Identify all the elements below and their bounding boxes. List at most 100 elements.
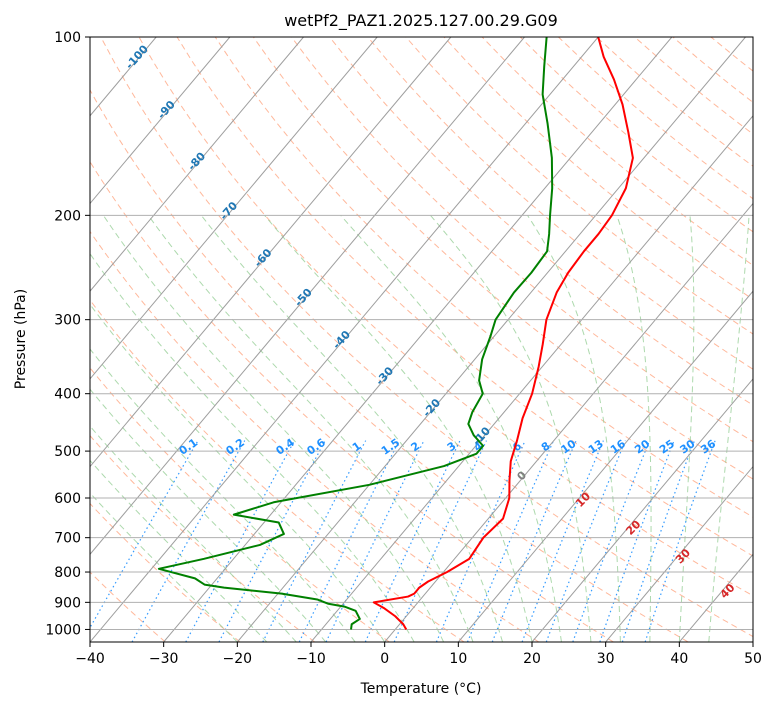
- dry-adiabat-line: [367, 37, 753, 370]
- x-tick-label: −10: [296, 651, 326, 667]
- isotherm-line: [90, 37, 304, 292]
- x-tick-label: −30: [149, 651, 179, 667]
- mixing-ratio-label: 13: [586, 437, 606, 456]
- x-tick-label: −40: [75, 651, 105, 667]
- isotherm-line: [384, 202, 753, 642]
- mixing-ratio-line: [325, 440, 425, 642]
- moist-adiabat-labels: 10 20 30 40: [573, 490, 738, 602]
- mixing-ratio-label: 0.4: [274, 436, 298, 458]
- y-tick-label: 600: [54, 491, 81, 507]
- mixing-ratio-line: [298, 440, 400, 642]
- isotherm-line: [90, 37, 452, 468]
- temperature-line: [372, 37, 634, 630]
- x-axis: −40 −30 −20 −10 0 10 20 30 40 50: [75, 642, 762, 667]
- dry-adiabat-line: [519, 37, 753, 233]
- dry-adiabat-line: [90, 160, 614, 642]
- isotherm-line: [90, 37, 378, 380]
- mixing-ratio-line: [572, 440, 651, 642]
- mixing-ratio-label: 0.2: [224, 436, 247, 458]
- mixing-ratio-line: [185, 440, 296, 642]
- moist-adiabat-line: [90, 303, 386, 642]
- isotherm-line: [310, 115, 753, 642]
- mixing-ratio-line: [90, 440, 199, 629]
- x-tick-label: −20: [223, 651, 253, 667]
- dry-adiabat-line: [214, 37, 753, 518]
- dewpoint-line: [157, 37, 554, 630]
- mixing-ratio-line: [131, 440, 246, 642]
- dry-adiabat-line: [634, 37, 753, 135]
- isotherm-line: [531, 378, 753, 642]
- mixing-ratio-label: 25: [657, 437, 677, 456]
- mixing-ratio-label: 1.5: [379, 436, 402, 458]
- mixing-ratio-line: [364, 440, 461, 642]
- isotherm-line: [90, 37, 231, 205]
- y-tick-label: 400: [54, 387, 81, 403]
- dry-adiabat-line: [481, 37, 753, 266]
- mixing-ratio-line: [491, 440, 577, 642]
- isotherm-line: [605, 465, 753, 642]
- moist-adiabat-line: [90, 492, 238, 642]
- moist-adiabat-line: [102, 215, 445, 642]
- dry-adiabat-line: [443, 37, 753, 300]
- dry-adiabat-line: [90, 299, 465, 642]
- dry-adiabat-line: [138, 37, 753, 597]
- dry-adiabat-line: [252, 37, 753, 480]
- isotherm-line: [752, 641, 753, 642]
- mixing-ratio-line: [218, 440, 326, 642]
- x-tick-label: 20: [523, 651, 541, 667]
- dry-adiabat-line: [90, 502, 241, 642]
- moist-adiabat-line: [90, 459, 268, 642]
- mixing-ratio-line: [262, 440, 367, 642]
- dry-adiabat-line: [90, 89, 689, 642]
- mixing-ratio-line: [644, 440, 716, 642]
- moist-adiabat-line: [708, 215, 750, 642]
- moist-adiabat-label: 30: [673, 546, 693, 566]
- y-tick-label: 1000: [45, 622, 81, 638]
- moist-adiabat-label: 40: [718, 581, 738, 601]
- mixing-ratio-line: [393, 440, 488, 642]
- isotherm-line: [163, 37, 673, 642]
- dry-adiabat-label: -40: [330, 328, 353, 352]
- dry-adiabat-label: -90: [155, 98, 178, 122]
- x-axis-label: Temperature (°C): [360, 681, 482, 697]
- y-tick-label: 800: [54, 565, 81, 581]
- y-axis-label: Pressure (hPa): [13, 289, 29, 389]
- mixing-ratio-label: 3: [445, 439, 459, 454]
- dry-adiabat-label: -100: [123, 42, 151, 71]
- plot-frame: [89, 36, 754, 643]
- dry-adiabat-label: -50: [292, 286, 315, 310]
- moist-adiabat-line: [200, 215, 504, 642]
- x-tick-label: 50: [744, 651, 762, 667]
- dry-adiabat-label: 0: [515, 469, 530, 484]
- isotherm-line: [236, 37, 746, 642]
- grid: [90, 37, 753, 642]
- mixing-ratio-label: 16: [608, 437, 628, 457]
- dry-adiabat-line: [329, 37, 753, 406]
- moist-adiabat-line: [616, 215, 652, 642]
- moist-adiabat-line: [340, 215, 562, 642]
- dry-adiabat-line: [291, 37, 753, 443]
- mixing-ratio-line: [599, 440, 675, 642]
- dry-adiabat-label: -80: [185, 149, 208, 173]
- moist-adiabat-line: [90, 348, 356, 642]
- dry-adiabat-line: [90, 434, 316, 642]
- dry-adiabat-line: [405, 37, 753, 335]
- moist-adiabat-line: [90, 252, 415, 642]
- mixing-ratio-label: 10: [558, 437, 578, 457]
- moist-adiabat-label: 10: [573, 490, 593, 510]
- x-tick-label: 30: [597, 651, 615, 667]
- y-tick-label: 100: [54, 30, 81, 46]
- mixing-ratio-line: [521, 440, 604, 642]
- moist-adiabat-label: 20: [623, 517, 643, 537]
- moist-adiabat-line: [147, 215, 474, 642]
- dry-adiabat-label: -60: [252, 246, 275, 270]
- dry-adiabat-label: -30: [373, 364, 396, 388]
- x-tick-label: 10: [449, 651, 467, 667]
- mixing-ratio-line: [545, 440, 626, 642]
- mixing-ratio-label: 1: [350, 439, 364, 454]
- y-tick-label: 900: [54, 595, 81, 611]
- moist-adiabat-line: [264, 215, 533, 642]
- isotherm-line: [90, 37, 599, 642]
- dry-adiabat-line: [90, 230, 540, 642]
